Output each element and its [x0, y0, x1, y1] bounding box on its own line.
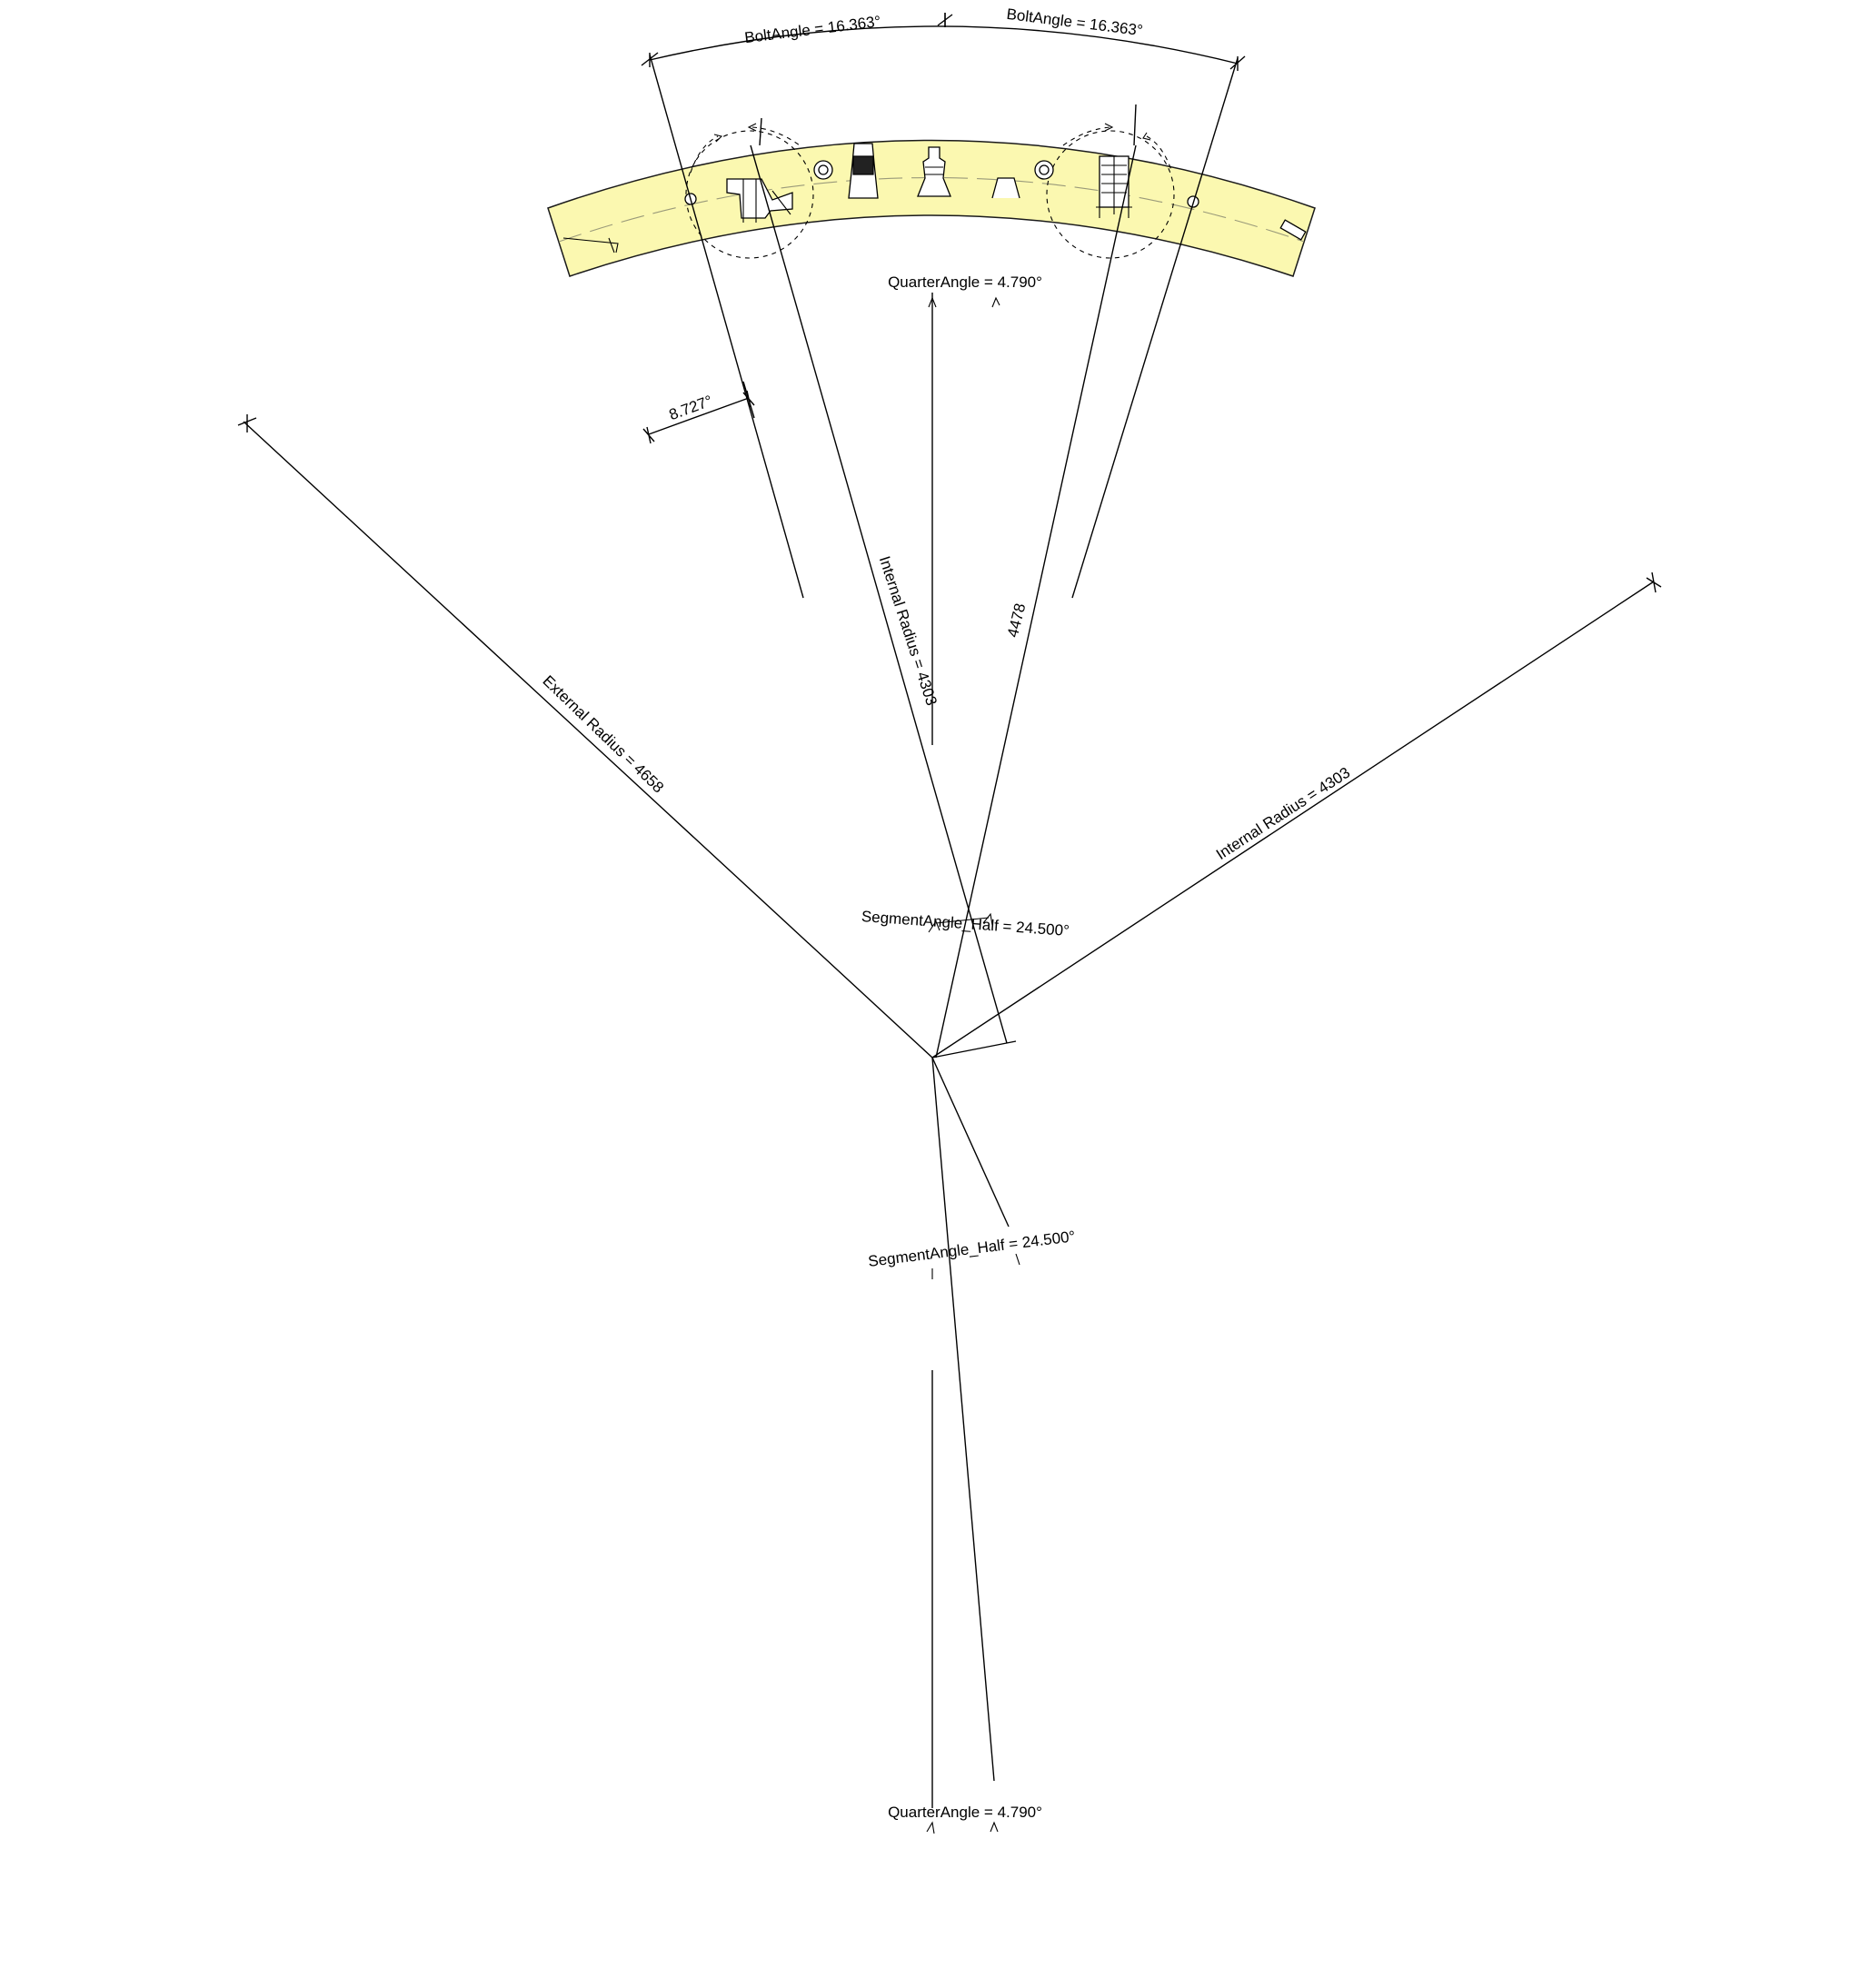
tick-external-radius	[237, 414, 257, 432]
lifting-socket-icon	[917, 146, 951, 197]
external-radius-label: External Radius = 4658	[539, 672, 667, 797]
quarter-angle-bottom-ticks	[926, 1821, 999, 1834]
bolt-pocket-icon	[726, 178, 793, 223]
radial-line-left	[759, 117, 762, 146]
segment-end-detail-right	[1279, 219, 1307, 241]
small-angle-dim-line	[648, 397, 750, 435]
swing-arc-right-a	[1062, 126, 1111, 146]
bolt-angle-arc	[649, 25, 1239, 65]
external-radius-line	[243, 421, 933, 1059]
tick-internal-radius-right	[1646, 572, 1662, 593]
swing-arrow-l1	[713, 134, 723, 143]
internal-radius-right-label: Internal Radius = 4303	[1213, 764, 1353, 863]
grout-plug-icon	[848, 143, 879, 199]
internal-radius-center-label: Internal Radius = 4303	[876, 554, 940, 708]
swing-arc-left-a	[690, 135, 719, 174]
quarter-angle-bottom-label: QuarterAngle = 4.790°	[888, 1804, 1042, 1821]
pocket-guide-right	[935, 144, 1137, 1059]
swing-arc-left-b	[751, 126, 801, 146]
segment-half-lower-ticks	[931, 1253, 1020, 1279]
tick-bolt-center	[937, 13, 953, 27]
bolt-angle-left-label: BoltAngle = 16.363°	[743, 13, 881, 46]
segment-half-upper-dim	[935, 917, 990, 924]
segment-angle-half-upper-label: SegmentAngle_Half = 24.500°	[861, 908, 1070, 939]
quarter-angle-top-ticks	[928, 296, 1000, 308]
lower-line-a	[931, 1057, 1010, 1228]
pocket-guide-left	[750, 144, 1008, 1044]
swing-arc-right-b	[1146, 135, 1173, 174]
swing-circle-right	[1046, 130, 1175, 259]
radial-line-right	[1133, 104, 1137, 146]
tick-small-angle-left	[642, 426, 655, 444]
segment-half-upper-a	[931, 1040, 1017, 1059]
lower-line-b	[931, 1057, 995, 1782]
swing-circle-left	[685, 130, 814, 259]
bolt-ext-right	[1071, 57, 1239, 599]
tick-bolt-left	[641, 52, 659, 67]
quarter-angle-top-label: QuarterAngle = 4.790°	[888, 273, 1042, 291]
key-notch-icon	[991, 177, 1020, 199]
bolt-ext-left	[649, 54, 804, 599]
radius-4478-label: 4478	[1004, 601, 1030, 639]
segment-end-detail-left	[562, 237, 619, 253]
segment-half-upper-ticks	[928, 912, 993, 933]
internal-radius-right-line	[931, 581, 1655, 1059]
swing-arrow-r1	[1104, 123, 1114, 132]
tick-bolt-right	[1229, 55, 1246, 71]
swing-arrow-l2	[747, 123, 757, 132]
small-angle-ext	[742, 381, 755, 419]
segment-angle-half-lower-label: SegmentAngle_Half = 24.500°	[867, 1228, 1076, 1270]
swing-arrow-r2	[1142, 132, 1151, 141]
